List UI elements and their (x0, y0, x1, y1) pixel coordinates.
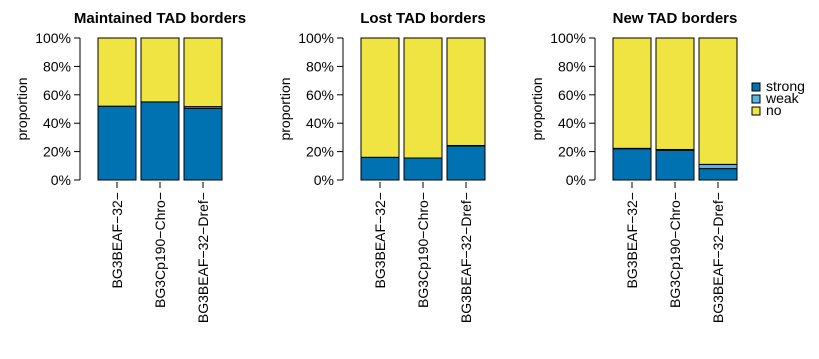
y-tick-label: 60% (306, 87, 334, 103)
y-tick-label: 20% (558, 144, 586, 160)
category-label: BG3BEAF−32− (372, 192, 388, 289)
legend-label: strong (766, 78, 805, 94)
bar-segment-strong (97, 105, 137, 181)
bar-segment-no (698, 37, 738, 165)
panel-2: Lost TAD borders 0% 20% 40% 60% 80% 100% propor… (277, 10, 486, 323)
y-tick-label: 100% (550, 30, 586, 46)
category-label: BG3Cp190−Chro− (667, 192, 683, 308)
legend-label: weak (765, 90, 800, 106)
legend-label: no (766, 102, 782, 118)
category-label: BG3Cp190−Chro− (415, 192, 431, 308)
bar-segment-no (612, 37, 652, 149)
panel-title: New TAD borders (613, 10, 738, 27)
bar-segment-no (183, 37, 223, 108)
bar-segment-no (655, 37, 695, 150)
bar-segment-strong (446, 145, 486, 181)
y-tick-label: 0% (51, 172, 71, 188)
category-label: BG3BEAF−32−Dref− (195, 192, 211, 323)
category-label: BG3BEAF−32−Dref− (710, 192, 726, 323)
y-axis-label: proportion (277, 77, 293, 140)
bar-segment-no (97, 37, 137, 107)
y-tick-label: 40% (558, 115, 586, 131)
panel-title: Lost TAD borders (360, 10, 486, 27)
y-tick-label: 80% (306, 58, 334, 74)
legend-swatch-strong (751, 82, 761, 92)
bar-segment-strong (698, 168, 738, 181)
y-tick-label: 20% (306, 144, 334, 160)
panel-title: Maintained TAD borders (74, 10, 246, 27)
y-axis-label: proportion (529, 77, 545, 140)
bar-segment-no (140, 37, 180, 103)
y-tick-label: 80% (43, 58, 71, 74)
bar-segment-strong (183, 107, 223, 181)
y-tick-label: 100% (35, 30, 71, 46)
bar-segment-strong (612, 148, 652, 181)
bar-segment-weak (698, 163, 738, 170)
chart-panels: Maintained TAD borders 0% 20% 40% 60% 80% 100%… (14, 10, 738, 323)
y-tick-label: 60% (43, 87, 71, 103)
category-label: BG3BEAF−32−Dref− (458, 192, 474, 323)
bar-segment-no (446, 37, 486, 146)
bar-segment-no (403, 37, 443, 159)
y-tick-label: 80% (558, 58, 586, 74)
legend-swatch-weak (751, 94, 761, 104)
bar-segment-no (360, 37, 400, 158)
category-label: BG3Cp190−Chro− (152, 192, 168, 308)
bar-segment-strong (655, 149, 695, 181)
category-label: BG3BEAF−32− (624, 192, 640, 289)
bar-segment-strong (403, 157, 443, 181)
panel-3: New TAD borders 0% 20% 40% 60% 80% 100% proport… (529, 10, 738, 323)
y-tick-label: 20% (43, 144, 71, 160)
y-tick-label: 0% (314, 172, 334, 188)
y-tick-label: 40% (43, 115, 71, 131)
y-axis-label: proportion (14, 77, 30, 140)
bar-segment-strong (360, 156, 400, 181)
y-tick-label: 40% (306, 115, 334, 131)
panel-1: Maintained TAD borders 0% 20% 40% 60% 80% 100%… (14, 10, 246, 323)
category-label: BG3BEAF−32− (109, 192, 125, 289)
y-tick-label: 60% (558, 87, 586, 103)
y-tick-label: 100% (298, 30, 334, 46)
y-tick-label: 0% (566, 172, 586, 188)
legend-swatch-no (751, 106, 761, 116)
bar-segment-strong (140, 101, 180, 181)
